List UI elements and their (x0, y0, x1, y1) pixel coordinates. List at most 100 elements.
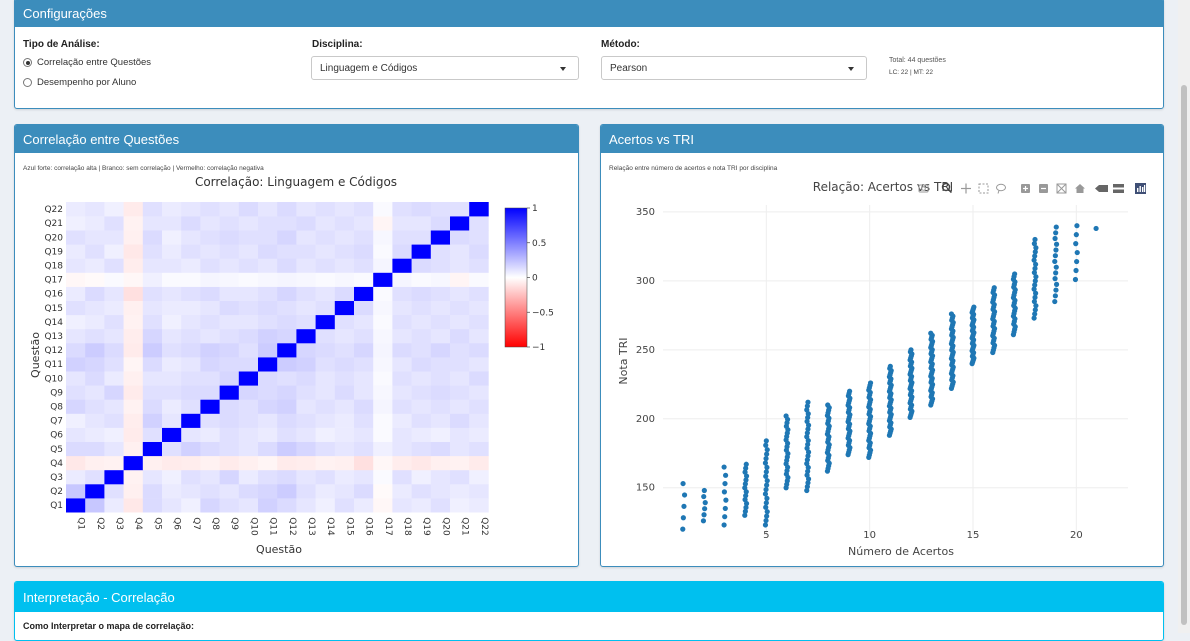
heatmap-cell[interactable] (469, 300, 489, 316)
heatmap-cell[interactable] (430, 371, 451, 386)
heatmap-cell[interactable] (334, 441, 355, 457)
scatter-point[interactable] (1052, 253, 1058, 259)
method-select[interactable]: Pearson (601, 56, 867, 80)
heatmap-cell[interactable] (181, 399, 201, 414)
scatter-point[interactable] (1073, 241, 1079, 247)
heatmap-cell[interactable] (450, 314, 470, 330)
heatmap-cell[interactable] (430, 244, 451, 259)
heatmap-cell[interactable] (258, 216, 278, 231)
heatmap-cell[interactable] (85, 258, 105, 273)
scatter-point[interactable] (743, 461, 749, 467)
heatmap-cell[interactable] (277, 357, 297, 372)
heatmap-cell[interactable] (258, 357, 278, 372)
heatmap-cell[interactable] (66, 328, 86, 344)
heatmap-cell[interactable] (200, 272, 220, 287)
heatmap-cell[interactable] (85, 314, 105, 330)
heatmap-cell[interactable] (354, 230, 374, 245)
heatmap-cell[interactable] (123, 343, 144, 358)
heatmap-cell[interactable] (334, 230, 355, 245)
heatmap-cell[interactable] (392, 272, 412, 287)
heatmap-cell[interactable] (373, 484, 393, 499)
heatmap-cell[interactable] (411, 484, 432, 499)
scatter-point[interactable] (804, 457, 810, 463)
scatter-point[interactable] (1031, 298, 1037, 305)
scatter-point[interactable] (804, 418, 810, 425)
heatmap-cell[interactable] (258, 413, 278, 428)
scatter-point[interactable] (1031, 241, 1037, 247)
heatmap-cell[interactable] (354, 216, 374, 231)
scatter-point[interactable] (1093, 225, 1099, 232)
radio-correlation[interactable]: Correlação entre Questões (23, 57, 151, 68)
scatter-point[interactable] (783, 413, 789, 419)
heatmap-cell[interactable] (66, 413, 86, 428)
heatmap-cell[interactable] (373, 230, 393, 245)
heatmap-cell[interactable] (181, 455, 201, 471)
heatmap-cell[interactable] (392, 371, 412, 386)
heatmap-cell[interactable] (296, 371, 316, 386)
heatmap-cell[interactable] (162, 498, 182, 513)
scatter-point[interactable] (1052, 235, 1058, 242)
scatter-point[interactable] (743, 473, 750, 479)
scatter-point[interactable] (722, 480, 728, 487)
discipline-select[interactable]: Linguagem e Códigos (311, 56, 579, 80)
heatmap-cell[interactable] (392, 202, 412, 217)
heatmap-cell[interactable] (238, 427, 259, 442)
heatmap-cell[interactable] (238, 272, 259, 287)
heatmap-cell[interactable] (373, 427, 393, 442)
heatmap-cell[interactable] (238, 314, 259, 330)
heatmap-cell[interactable] (450, 469, 470, 485)
heatmap-cell[interactable] (123, 427, 144, 442)
heatmap-cell[interactable] (200, 399, 220, 414)
heatmap-cell[interactable] (85, 357, 105, 372)
heatmap-cell[interactable] (238, 413, 259, 428)
heatmap-cell[interactable] (66, 399, 86, 414)
heatmap-cell[interactable] (450, 343, 470, 358)
heatmap-cell[interactable] (85, 272, 105, 287)
heatmap-cell[interactable] (334, 272, 355, 287)
heatmap-cell[interactable] (469, 258, 489, 273)
heatmap-cell[interactable] (238, 202, 259, 217)
heatmap-cell[interactable] (430, 455, 451, 471)
scatter-point[interactable] (702, 500, 708, 506)
heatmap-cell[interactable] (200, 498, 220, 513)
heatmap-cell[interactable] (142, 314, 163, 330)
heatmap-cell[interactable] (162, 202, 182, 217)
heatmap-cell[interactable] (430, 202, 451, 217)
heatmap-cell[interactable] (392, 413, 412, 428)
heatmap-cell[interactable] (142, 413, 163, 428)
heatmap-cell[interactable] (162, 441, 182, 457)
heatmap-cell[interactable] (123, 385, 144, 400)
heatmap-cell[interactable] (450, 244, 470, 259)
heatmap-cell[interactable] (142, 357, 163, 372)
heatmap-cell[interactable] (258, 314, 278, 330)
heatmap-cell[interactable] (392, 441, 412, 457)
heatmap-cell[interactable] (334, 202, 355, 217)
heatmap-cell[interactable] (411, 441, 432, 457)
heatmap-cell[interactable] (450, 413, 470, 428)
heatmap-cell[interactable] (123, 413, 144, 428)
heatmap-cell[interactable] (238, 441, 259, 457)
scatter-point[interactable] (681, 503, 687, 509)
heatmap-cell[interactable] (200, 300, 220, 316)
heatmap-cell[interactable] (334, 469, 355, 485)
scatter-point[interactable] (847, 388, 853, 394)
scatter-point[interactable] (1033, 274, 1039, 280)
heatmap-cell[interactable] (66, 258, 86, 273)
heatmap-cell[interactable] (238, 357, 259, 372)
heatmap-cell[interactable] (315, 286, 336, 301)
scatter-point[interactable] (680, 515, 686, 521)
scatter-point[interactable] (1032, 265, 1038, 272)
heatmap-cell[interactable] (104, 399, 124, 414)
heatmap-cell[interactable] (430, 258, 451, 273)
heatmap-cell[interactable] (85, 413, 105, 428)
heatmap-cell[interactable] (219, 244, 240, 259)
heatmap-cell[interactable] (392, 244, 412, 259)
heatmap-cell[interactable] (277, 272, 297, 287)
heatmap-cell[interactable] (85, 469, 105, 485)
heatmap-cell[interactable] (334, 413, 355, 428)
heatmap-cell[interactable] (430, 328, 451, 344)
heatmap-cell[interactable] (411, 371, 432, 386)
heatmap-cell[interactable] (411, 413, 432, 428)
heatmap-cell[interactable] (238, 385, 259, 400)
heatmap-cell[interactable] (162, 357, 182, 372)
